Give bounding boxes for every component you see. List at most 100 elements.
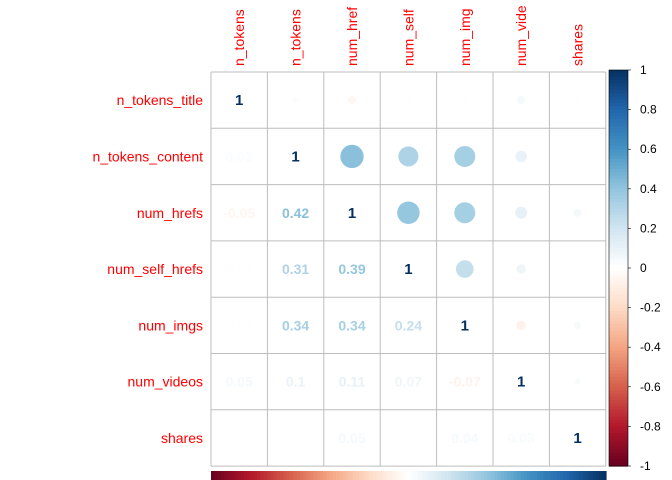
bottom-strip-segment: [299, 471, 304, 480]
bottom-strip-segment: [553, 471, 558, 480]
correlation-circle: [455, 260, 474, 278]
bottom-strip-segment: [375, 471, 380, 480]
colorbar-segment: [609, 182, 628, 187]
bottom-strip-segment: [211, 471, 215, 480]
bottom-strip-segment: [546, 471, 551, 480]
diagonal-label: 1: [291, 148, 299, 165]
colorbar-tick-label: 0.6: [640, 142, 657, 156]
colorbar-segment: [609, 310, 628, 315]
colorbar-segment: [609, 320, 628, 325]
bottom-strip-segment: [270, 471, 275, 480]
colorbar-segment: [609, 162, 628, 167]
bottom-strip-segment: [224, 471, 229, 480]
correlation-circle: [516, 264, 526, 274]
colorbar-segment: [609, 287, 628, 292]
colorbar-segment: [609, 159, 628, 163]
colorbar-segment: [609, 452, 628, 457]
bottom-strip-segment: [559, 471, 564, 480]
bottom-strip-segment: [592, 471, 597, 480]
matrix-gridlines: [210, 71, 607, 467]
colorbar-segment: [609, 357, 628, 361]
colorbar-segment: [609, 340, 628, 345]
correlation-value: 0.11: [339, 374, 366, 390]
colorbar-segment: [609, 152, 628, 157]
colorbar-segment: [609, 423, 628, 427]
row-label: n_tokens_title: [117, 92, 204, 108]
bottom-strip-segment: [290, 471, 294, 480]
colorbar-tick-label: -1: [640, 459, 651, 473]
bottom-strip-segment: [411, 471, 416, 480]
correlation-value: 0.24: [395, 317, 422, 333]
row-label: shares: [161, 430, 203, 446]
colorbar-segment: [609, 370, 628, 375]
bottom-strip-segment: [438, 471, 443, 480]
bottom-strip-segment: [230, 471, 235, 480]
bottom-strip-segment: [405, 471, 410, 480]
bottom-strip-segment: [596, 471, 601, 480]
colorbar-segment: [609, 334, 628, 338]
bottom-strip-segment: [355, 471, 360, 480]
colorbar-segment: [609, 274, 628, 279]
colorbar-segment: [609, 192, 628, 196]
correlation-circle: [575, 154, 580, 159]
colorbar-segment: [609, 188, 628, 193]
bottom-strip-segment: [372, 471, 377, 480]
correlation-value: 0.34: [282, 317, 309, 333]
bottom-strip-segment: [385, 471, 390, 480]
colorbar-segment: [609, 155, 628, 160]
bottom-strip-segment: [293, 471, 298, 480]
colorbar-segment: [609, 83, 628, 88]
colorbar-segment: [609, 79, 628, 84]
colorbar-segment: [609, 238, 628, 243]
bottom-strip-segment: [365, 471, 370, 480]
colorbar-segment: [609, 436, 628, 441]
bottom-strip-segment: [214, 471, 219, 480]
bottom-strip-segment: [283, 471, 288, 480]
colorbar-segment: [609, 413, 628, 418]
bottom-strip-segment: [257, 471, 261, 480]
correlation-circle: [515, 206, 528, 219]
bottom-strip-segment: [352, 471, 357, 480]
correlation-value: 0.01: [226, 317, 253, 333]
colorbar-segment: [609, 254, 628, 259]
correlation-value: -0.07: [449, 374, 481, 390]
bottom-strip-segment: [586, 471, 591, 480]
colorbar-segment: [609, 99, 628, 104]
bottom-strip-segment: [263, 471, 268, 480]
colorbar-segment: [609, 106, 628, 111]
correlation-circle: [517, 96, 526, 105]
bottom-strip-segment: [349, 471, 354, 480]
colorbar-segment: [609, 112, 628, 117]
bottom-strip-segment: [316, 471, 321, 480]
colorbar-segment: [609, 93, 628, 97]
colorbar-segment: [609, 221, 628, 226]
bottom-strip-segment: [319, 471, 324, 480]
correlation-circle: [516, 320, 526, 331]
colorbar-segment: [609, 116, 628, 121]
colorbar-segment: [609, 281, 628, 286]
bottom-strip-segment: [286, 471, 291, 480]
bottom-strip-segment: [303, 471, 308, 480]
bottom-strip-segment: [434, 471, 439, 480]
colorbar-segment: [609, 426, 628, 431]
correlation-value: -0.05: [223, 205, 255, 221]
colorbar-tick-label: -0.8: [640, 419, 661, 433]
colorbar-segment: [609, 363, 628, 368]
colorbar: 1 0.8 0.6 0.4 0.2 0 -0.2 -0.4 -0.6 -0.8 -1: [608, 63, 661, 473]
bottom-strip-segment: [418, 471, 423, 480]
bottom-strip-segment: [527, 471, 531, 480]
colorbar-segment: [609, 373, 628, 378]
bottom-strip-segment: [431, 471, 436, 480]
bottom-strip-segment: [602, 471, 607, 480]
bottom-strip-segment: [441, 471, 446, 480]
colorbar-segment: [609, 251, 628, 256]
colorbar-segment: [609, 409, 628, 414]
colorbar-segment: [609, 136, 628, 140]
correlation-circle: [575, 97, 580, 103]
bottom-strip-segment: [484, 471, 489, 480]
bottom-strip-segment: [569, 471, 574, 480]
bottom-strip-segment: [480, 471, 485, 480]
bottom-strip-segment: [415, 471, 419, 480]
column-label: num_vide: [513, 5, 529, 66]
colorbar-segment: [609, 390, 628, 394]
